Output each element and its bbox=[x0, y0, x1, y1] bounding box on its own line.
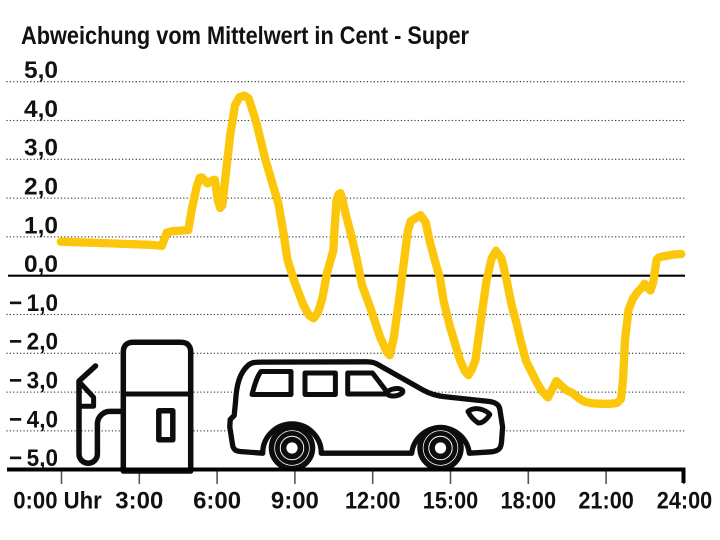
svg-text:1,0: 1,0 bbox=[24, 212, 58, 239]
svg-text:18:00: 18:00 bbox=[501, 488, 557, 515]
svg-text:3:00: 3:00 bbox=[115, 488, 163, 515]
svg-text:9:00: 9:00 bbox=[271, 488, 319, 515]
svg-text:0,0: 0,0 bbox=[24, 251, 58, 278]
svg-text:− 4,0: − 4,0 bbox=[9, 406, 58, 433]
svg-text:− 1,0: − 1,0 bbox=[9, 290, 58, 317]
svg-text:2,0: 2,0 bbox=[24, 174, 58, 201]
svg-text:15:00: 15:00 bbox=[423, 488, 479, 515]
svg-text:5,0: 5,0 bbox=[24, 57, 58, 84]
svg-text:4,0: 4,0 bbox=[24, 96, 58, 123]
svg-text:− 3,0: − 3,0 bbox=[9, 368, 58, 395]
svg-text:3,0: 3,0 bbox=[24, 135, 58, 162]
svg-text:6:00: 6:00 bbox=[193, 488, 241, 515]
svg-text:− 5,0: − 5,0 bbox=[9, 445, 58, 472]
svg-text:− 2,0: − 2,0 bbox=[9, 329, 58, 356]
svg-text:Abweichung vom Mittelwert in C: Abweichung vom Mittelwert in Cent - Supe… bbox=[21, 22, 469, 50]
svg-text:21:00: 21:00 bbox=[578, 488, 634, 515]
svg-text:24:00: 24:00 bbox=[657, 488, 713, 515]
svg-text:0:00 Uhr: 0:00 Uhr bbox=[13, 488, 102, 515]
svg-text:12:00: 12:00 bbox=[345, 488, 401, 515]
